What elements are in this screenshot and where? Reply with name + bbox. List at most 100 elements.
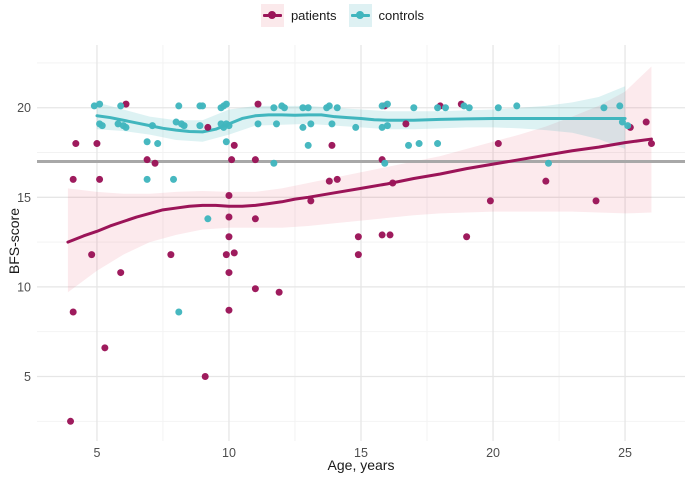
data-point-patients [592,197,600,205]
data-point-patients [69,308,77,316]
data-point-patients [88,251,96,259]
data-point-controls [383,100,391,108]
data-point-controls [616,102,624,110]
data-point-controls [378,123,386,131]
legend-label-patients: patients [290,7,337,23]
data-point-controls [415,140,423,148]
x-tick-label: 5 [93,446,100,460]
data-point-patients [225,306,233,314]
data-point-controls [325,102,333,110]
data-point-controls [143,175,151,183]
data-point-patients [225,213,233,221]
data-point-controls [196,122,204,130]
y-tick-label: 5 [24,370,31,384]
data-point-controls [405,141,413,149]
data-point-patients [389,179,397,187]
data-point-controls [328,120,336,128]
data-point-patients [463,233,471,241]
data-point-patients [228,156,236,164]
data-point-controls [114,120,122,128]
data-point-controls [383,122,391,130]
data-point-controls [307,120,315,128]
data-point-controls [148,122,156,130]
data-point-controls [90,102,98,110]
data-point-controls [410,104,418,112]
y-tick-label: 20 [17,101,31,115]
data-point-controls [618,118,626,126]
data-point-patients [486,197,494,205]
data-point-patients [230,249,238,257]
data-point-controls [378,102,386,110]
data-point-patients [354,233,362,241]
data-point-controls [434,140,442,148]
data-point-controls [180,122,188,130]
data-point-controls [494,104,502,112]
x-tick-label: 10 [222,446,236,460]
data-point-patients [378,231,386,239]
data-point-patients [143,156,151,164]
data-point-patients [201,372,209,380]
data-point-patients [402,120,410,128]
data-point-controls [513,102,521,110]
y-axis-label: BFS-score [6,208,22,275]
data-point-controls [96,100,104,108]
data-point-controls [222,100,230,108]
data-point-patients [101,344,109,352]
data-point-controls [199,102,207,110]
data-point-patients [251,285,259,293]
x-tick-label: 20 [486,446,500,460]
chart-legend: patients controls [0,2,685,28]
data-point-patients [96,175,104,183]
data-point-controls [175,102,183,110]
data-point-controls [170,175,178,183]
data-point-controls [98,122,106,130]
trend-line-patients [66,137,653,244]
data-point-patients [647,140,655,148]
trend-line-controls [95,113,627,134]
data-point-patients [122,100,130,108]
data-point-controls [299,104,307,112]
data-point-controls [175,308,183,316]
data-point-controls [204,215,212,223]
data-point-controls [352,123,360,131]
data-point-patients [307,197,315,205]
legend-label-controls: controls [378,7,425,23]
data-point-patients [642,118,650,126]
data-point-controls [270,159,278,167]
x-tick-label: 25 [618,446,632,460]
data-point-controls [117,102,125,110]
data-point-patients [230,141,238,149]
data-point-patients [151,159,159,167]
data-point-controls [225,122,233,130]
patients-key-icon [260,3,284,27]
data-point-controls [273,120,281,128]
confidence-ribbon-patients [67,66,652,293]
data-point-controls [122,123,130,131]
data-point-patients [67,417,75,425]
data-point-patients [222,251,230,259]
data-point-patients [251,156,259,164]
data-point-patients [325,177,333,185]
data-point-controls [460,102,468,110]
data-point-patients [93,140,101,148]
data-point-patients [494,140,502,148]
data-point-patients [254,100,262,108]
data-point-controls [270,104,278,112]
data-point-patients [333,175,341,183]
x-tick-label: 15 [354,446,368,460]
data-point-controls [624,122,632,130]
data-point-controls [333,104,341,112]
data-point-controls [381,159,389,167]
data-point-patients [386,231,394,239]
data-point-patients [328,141,336,149]
data-point-controls [600,104,608,112]
data-point-controls [441,104,449,112]
data-point-controls [280,104,288,112]
data-point-patients [225,269,233,277]
data-point-patients [225,192,233,200]
data-point-controls [544,159,552,167]
data-point-patients [275,288,283,296]
data-point-patients [69,175,77,183]
data-point-controls [154,140,162,148]
